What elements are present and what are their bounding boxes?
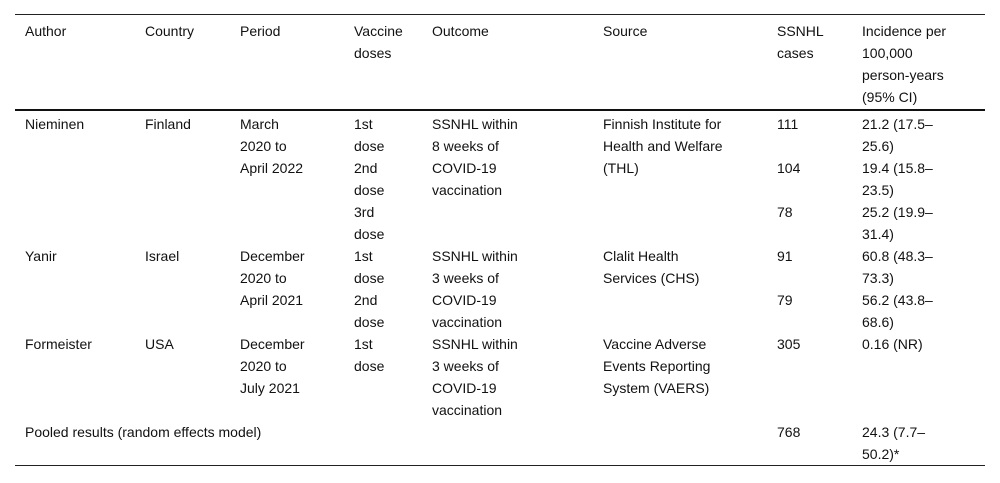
header-vaccine-doses: Vaccine doses [354,23,403,61]
dose-cell: 1st dose [354,336,385,374]
country-cell: Israel [145,248,180,264]
dose-cell: 2nd dose [354,292,385,330]
dose-cell: 2nd dose [354,160,385,198]
table-row: Nieminen Finland March 2020 to April 2022 1… [15,110,985,198]
header-incidence: Incidence per 100,000 person-years (95% … [862,23,947,105]
cases-cell: 111 [777,116,799,132]
dose-cell: 1st dose [354,116,385,154]
table-row: 2nd dose 79 56.2 (43.8– 68.6) [15,289,985,333]
period-cell: December 2020 to July 2021 [240,336,305,396]
author-cell: Yanir [25,248,57,264]
header-row: Author Country Period Vaccine doses Outc… [15,14,985,110]
outcome-cell: SSNHL within 8 weeks of COVID-19 vaccina… [432,116,518,198]
header-cases: SSNHL cases [777,23,824,61]
period-cell: March 2020 to April 2022 [240,116,304,176]
incidence-cell: 56.2 (43.8– 68.6) [862,292,933,330]
pooled-cases: 768 [777,424,801,440]
table-row: Formeister USA December 2020 to July 2021 1… [15,333,985,421]
cases-cell: 305 [777,336,801,352]
header-period: Period [240,23,281,39]
incidence-cell: 60.8 (48.3– 73.3) [862,248,933,286]
incidence-cell: 21.2 (17.5– 25.6) [862,116,933,154]
source-cell: Clalit Health Services (CHS) [603,248,700,286]
header-source: Source [603,23,648,39]
results-table: Author Country Period Vaccine doses Outc… [15,14,985,466]
cases-cell: 91 [777,248,793,264]
source-cell: Vaccine Adverse Events Reporting System … [603,336,711,396]
incidence-cell: 19.4 (15.8– 23.5) [862,160,933,198]
incidence-cell: 0.16 (NR) [862,336,923,352]
cases-cell: 79 [777,292,793,308]
source-cell: Finnish Institute for Health and Welfare… [603,116,723,176]
header-author: Author [25,23,67,39]
dose-cell: 3rd dose [354,204,385,242]
cases-cell: 104 [777,160,801,176]
country-cell: USA [145,336,174,352]
country-cell: Finland [145,116,191,132]
table-row: 3rd dose 78 25.2 (19.9– 31.4) [15,201,985,245]
table-row: 2nd dose 104 19.4 (15.8– 23.5) [15,157,985,201]
outcome-cell: SSNHL within 3 weeks of COVID-19 vaccina… [432,248,518,330]
pooled-row: Pooled results (random effects model) 768… [15,421,985,466]
period-cell: December 2020 to April 2021 [240,248,305,308]
author-cell: Formeister [25,336,92,352]
cases-cell: 78 [777,204,793,220]
pooled-incidence: 24.3 (7.7– 50.2)* [862,424,926,462]
table-row: Yanir Israel December 2020 to April 2021 1s… [15,245,985,330]
header-country: Country [145,23,195,39]
author-cell: Nieminen [25,116,85,132]
dose-cell: 1st dose [354,248,385,286]
pooled-label: Pooled results (random effects model) [25,424,262,440]
incidence-cell: 25.2 (19.9– 31.4) [862,204,933,242]
header-outcome: Outcome [432,23,489,39]
outcome-cell: SSNHL within 3 weeks of COVID-19 vaccina… [432,336,518,418]
